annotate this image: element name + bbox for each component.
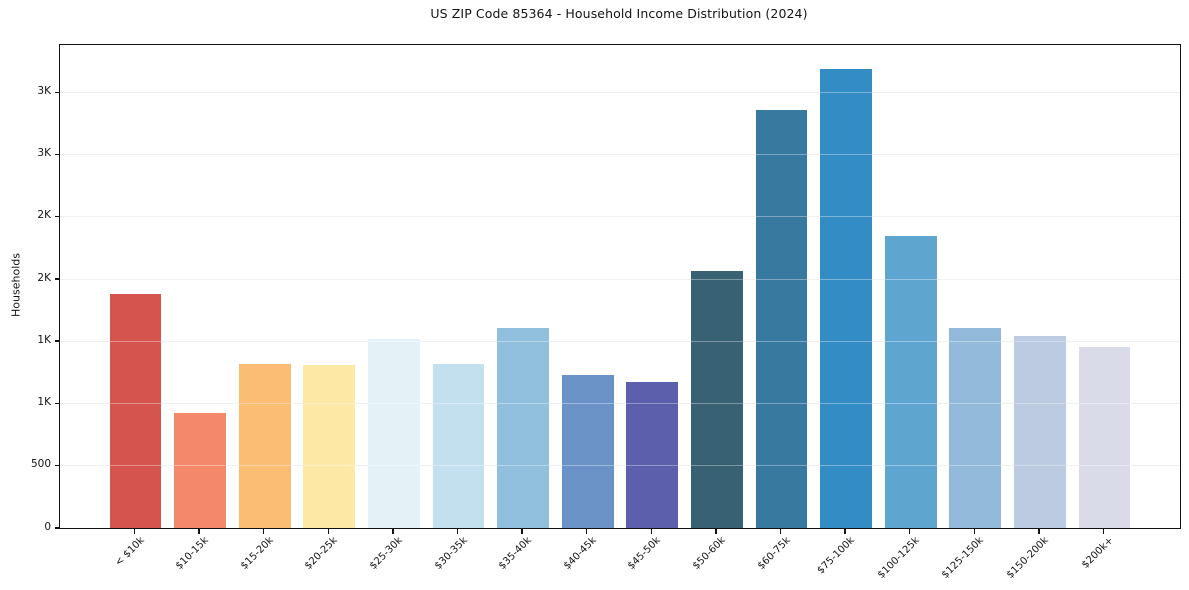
y-axis-tick — [54, 527, 60, 529]
y-axis-tick — [54, 464, 60, 467]
y-tick-label: 0 — [44, 520, 51, 533]
bar — [755, 109, 808, 528]
x-tick-label: $150-200k — [1004, 535, 1051, 581]
bar — [561, 374, 614, 528]
x-tick-label: $30-35k — [432, 535, 470, 572]
gridline — [60, 403, 1180, 404]
bar — [238, 364, 291, 528]
x-axis-tick — [521, 529, 523, 534]
x-axis-tick — [1038, 529, 1040, 534]
y-axis-tick — [54, 340, 60, 342]
x-tick-label: $125-150k — [940, 535, 987, 581]
gridline-overlay — [60, 91, 1180, 93]
chart-title: US ZIP Code 85364 - Household Income Dis… — [430, 6, 808, 21]
gridline — [60, 465, 1180, 467]
x-axis-tick — [844, 529, 846, 534]
x-axis-tick — [327, 529, 330, 534]
x-tick-label: $75-100k — [815, 535, 857, 577]
x-tick-label: $25-30k — [367, 535, 405, 572]
plot-area — [59, 44, 1181, 529]
x-tick-label: $45-50k — [626, 535, 664, 572]
x-tick-label: $60-75k — [755, 535, 793, 572]
gridline — [60, 154, 1180, 156]
bar — [1014, 336, 1066, 528]
y-axis-tick — [54, 278, 60, 280]
bar — [949, 328, 1002, 528]
y-tick-label: 500 — [30, 458, 51, 471]
gridline-overlay — [60, 216, 1180, 218]
bar — [109, 293, 162, 528]
y-tick-label: 3K — [37, 84, 51, 97]
x-tick-label: < $10k — [112, 535, 147, 569]
x-tick-label: $200k+ — [1079, 535, 1116, 571]
x-tick-label: $100-125k — [875, 535, 922, 581]
bar — [368, 338, 420, 528]
x-axis-tick — [779, 529, 782, 534]
x-axis-tick — [133, 529, 136, 534]
gridline — [60, 278, 1180, 280]
x-axis-tick — [198, 529, 200, 534]
y-tick-label: 1K — [37, 333, 51, 346]
bar — [497, 327, 549, 528]
y-tick-label: 2K — [37, 209, 51, 222]
y-axis-title: Households — [9, 253, 23, 317]
gridline — [60, 91, 1180, 93]
x-axis-tick — [262, 529, 265, 534]
y-axis-tick — [54, 91, 60, 93]
gridline — [60, 340, 1180, 342]
bar — [432, 364, 485, 528]
x-tick-label: $20-25k — [303, 535, 341, 572]
bar — [1078, 346, 1131, 528]
x-axis-tick — [650, 529, 653, 534]
bar — [626, 381, 679, 528]
y-tick-label: 3K — [37, 147, 51, 160]
x-tick-label: $40-45k — [561, 535, 599, 572]
bar — [884, 236, 937, 528]
bar — [174, 412, 226, 528]
x-tick-label: $50-60k — [690, 535, 728, 572]
y-axis-tick — [54, 402, 60, 405]
x-tick-label: $15-20k — [238, 535, 276, 572]
gridline-overlay — [60, 278, 1180, 280]
y-tick-label: 1K — [37, 396, 51, 408]
gridline-overlay — [60, 340, 1180, 342]
x-axis-tick — [715, 529, 717, 534]
x-axis-tick — [1102, 529, 1105, 534]
x-axis-tick — [585, 529, 588, 534]
y-axis-tick — [54, 153, 60, 156]
bar — [820, 68, 872, 528]
bar — [303, 364, 356, 528]
x-axis-tick — [392, 529, 394, 534]
gridline-overlay — [60, 403, 1180, 404]
gridline-overlay — [60, 465, 1180, 467]
y-tick-label: 2K — [37, 271, 51, 284]
gridline — [60, 216, 1180, 218]
x-tick-label: $35-40k — [496, 535, 534, 572]
bar — [691, 270, 743, 528]
x-axis-tick — [973, 529, 976, 534]
y-axis-tick — [54, 215, 60, 218]
x-axis-tick — [456, 529, 459, 534]
x-tick-label: $10-15k — [173, 535, 211, 572]
x-axis-tick — [908, 529, 911, 534]
gridline-overlay — [60, 154, 1180, 156]
